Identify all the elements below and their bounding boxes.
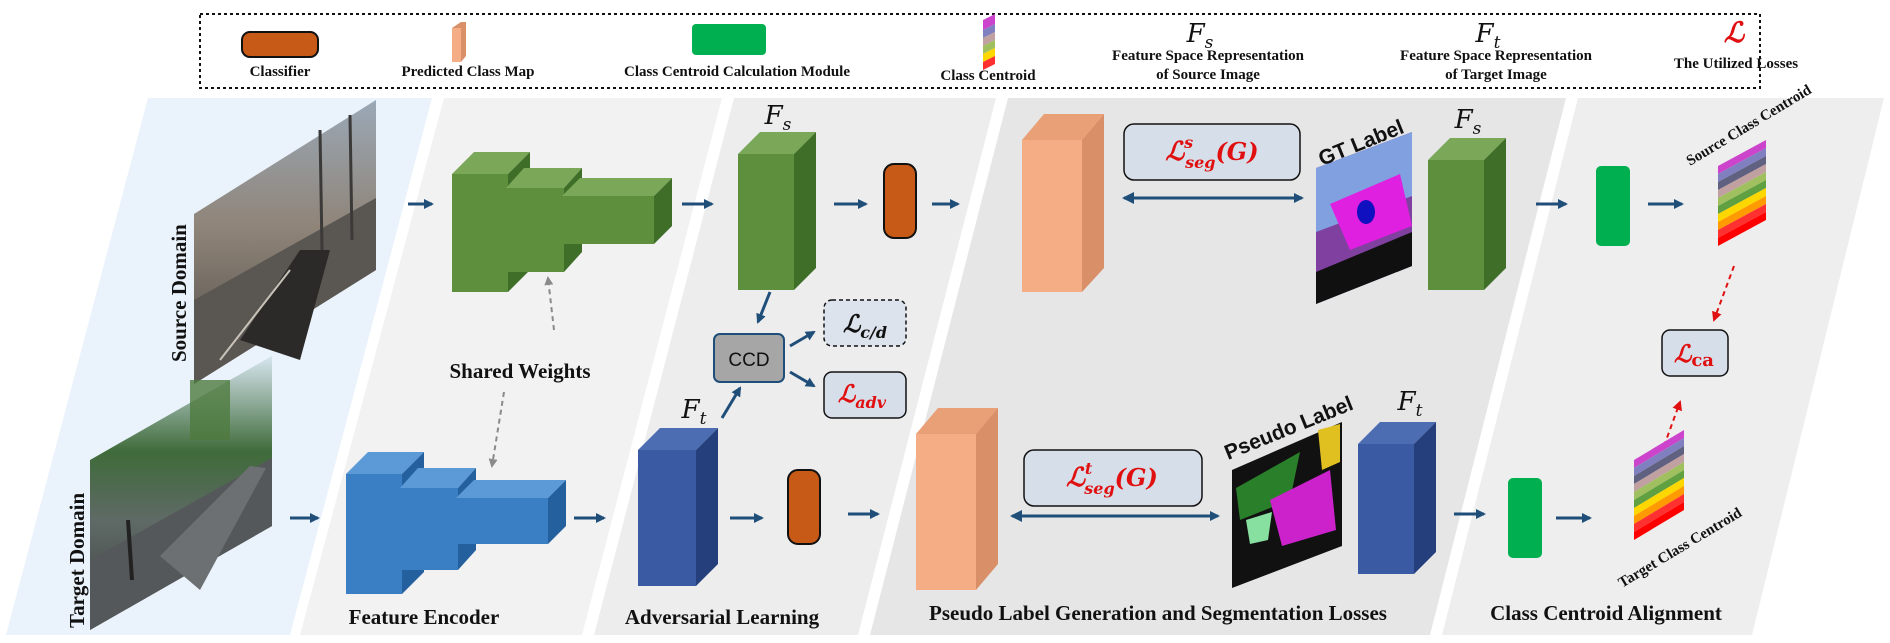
- predicted-class-map-legend-icon: [452, 22, 466, 62]
- legend-loss-symbol: ℒ: [1724, 16, 1746, 49]
- ccd-block: [713, 333, 785, 383]
- source-class-centroid: [1718, 140, 1766, 246]
- legend-class-centroid: Class Centroid: [940, 68, 1036, 84]
- fs-feature-block: [738, 132, 816, 290]
- legend-predicted-class-map: Predicted Class Map: [401, 64, 534, 80]
- source-encoder-block: [452, 152, 672, 292]
- loss-adv: ℒadv: [838, 379, 887, 412]
- source-centroid-module: [1596, 166, 1630, 246]
- target-class-map: [916, 408, 998, 590]
- target-encoder-block: [346, 452, 566, 594]
- source-class-map: [1022, 114, 1104, 292]
- section-pseudo: Pseudo Label Generation and Segmentation…: [929, 601, 1387, 625]
- arrow-target-centroid-to-lca: [1663, 400, 1682, 447]
- arrow-ft-to-ccd: [720, 386, 742, 419]
- shared-weights-label: Shared Weights: [449, 359, 590, 383]
- ccd-label: CCD: [728, 350, 769, 371]
- target-class-centroid: [1634, 430, 1684, 540]
- legend-fs-line2: of Source Image: [1156, 67, 1260, 83]
- legend: Classifier Predicted Class Map Class Cen…: [199, 13, 1798, 89]
- arrow-ccd-to-ladv: [789, 370, 816, 388]
- source-domain-label: Source Domain: [167, 224, 191, 362]
- fs-label-pseudo: Fs: [1454, 105, 1482, 139]
- target-centroid-module: [1508, 478, 1542, 558]
- ft-label-adv: Ft: [681, 395, 707, 429]
- loss-seg-s-box: [1123, 123, 1301, 181]
- loss-ca: ℒca: [1674, 339, 1714, 371]
- section-adversarial: Adversarial Learning: [625, 605, 820, 629]
- section-feature-encoder: Feature Encoder: [349, 605, 500, 629]
- target-classifier: [787, 469, 821, 545]
- pseudo-label-image: [1232, 422, 1342, 588]
- legend-classifier: Classifier: [250, 64, 311, 80]
- fs-block-pseudo: [1428, 138, 1506, 290]
- arrow-fs-to-ccd: [756, 291, 772, 324]
- section-alignment: Class Centroid Alignment: [1490, 601, 1722, 625]
- legend-ft-line1: Feature Space Representation: [1400, 48, 1593, 64]
- fs-label-adv: Fs: [764, 101, 792, 135]
- ft-block-pseudo: [1358, 422, 1436, 574]
- legend-fs-symbol: Fs: [1186, 19, 1214, 53]
- classifier-legend-icon: [241, 31, 319, 58]
- module-legend-icon: [692, 24, 766, 55]
- ft-label-pseudo: Ft: [1397, 387, 1423, 421]
- loss-cd: ℒc/d: [843, 309, 887, 342]
- legend-utilized-losses: The Utilized Losses: [1674, 56, 1798, 72]
- gt-label-image: [1316, 132, 1412, 304]
- loss-cd-box: [823, 299, 907, 347]
- legend-ft-symbol: Ft: [1475, 19, 1501, 53]
- source-classifier: [883, 163, 917, 239]
- legend-fs-line1: Feature Space Representation: [1112, 48, 1305, 64]
- loss-seg-t: ℒt seg(G): [1066, 459, 1158, 498]
- loss-adv-box: [823, 371, 907, 419]
- class-centroid-legend-icon: [983, 14, 995, 70]
- target-domain-label: Target Domain: [65, 493, 89, 628]
- loss-seg-s: ℒs seg(G): [1165, 133, 1258, 172]
- loss-ca-box: [1661, 329, 1729, 377]
- shared-arrow-down: [488, 391, 505, 468]
- ft-feature-block: [638, 428, 718, 586]
- target-image: [90, 356, 272, 630]
- legend-class-centroid-module: Class Centroid Calculation Module: [624, 64, 850, 80]
- loss-seg-t-box: [1023, 449, 1203, 507]
- source-image: [194, 100, 376, 384]
- arrow-source-centroid-to-lca: [1712, 265, 1735, 322]
- arrow-ccd-to-lcd: [789, 330, 816, 348]
- legend-ft-line2: of Target Image: [1445, 67, 1547, 83]
